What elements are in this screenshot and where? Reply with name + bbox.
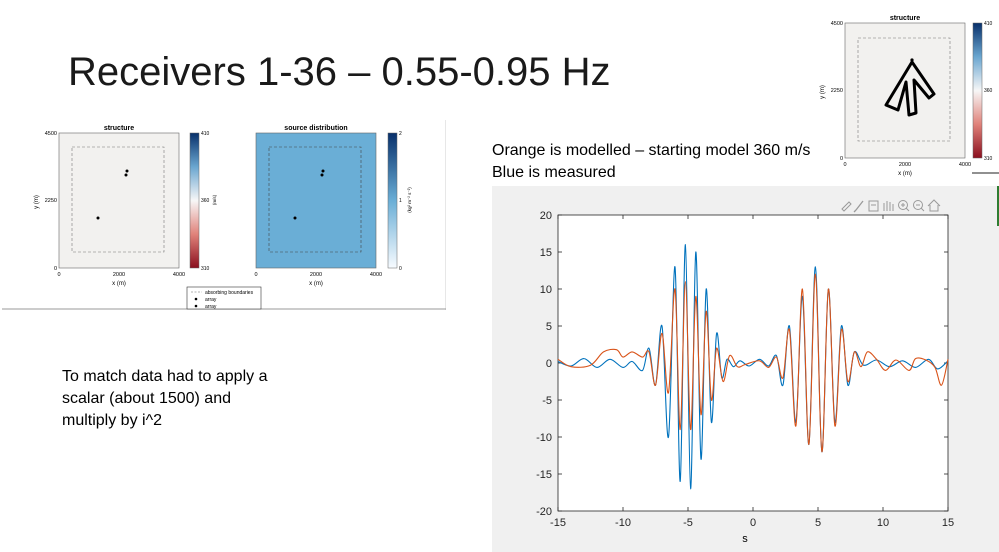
left-note-line: multiply by i^2 <box>62 412 162 429</box>
source-cbar-tick: 2 <box>399 131 402 137</box>
x-tick-label: 10 <box>877 517 889 529</box>
y-ticks: 20 15 10 5 0 -5 -10 -15 -20 <box>536 210 948 518</box>
structure-xlabel: x (m) <box>112 281 126 287</box>
legend-item: array <box>205 297 217 303</box>
x-axis-label: s <box>742 533 748 545</box>
x-tick-label: -15 <box>550 517 566 529</box>
pan-icon[interactable] <box>883 201 894 211</box>
legend-box <box>186 286 262 310</box>
source-colorbar <box>387 132 398 269</box>
structure-cbar-tick: 310 <box>201 266 210 272</box>
right-ytick: 0 <box>840 156 843 162</box>
zoom-out-icon[interactable] <box>913 200 925 212</box>
y-tick-label: 15 <box>540 247 552 259</box>
left-figure: structure 4500 2250 0 0 2000 4000 x (m) … <box>2 120 446 310</box>
structure-title: structure <box>104 125 134 132</box>
y-tick-label: -20 <box>536 506 552 518</box>
source-array-marker <box>293 216 297 220</box>
x-tick-label: 0 <box>750 517 756 529</box>
export-icon[interactable] <box>868 200 879 212</box>
right-xtick: 2000 <box>899 162 911 168</box>
source-cbar-tick: 0 <box>399 266 402 272</box>
y-tick-label: -15 <box>536 469 552 481</box>
right-ytick: 2250 <box>831 88 843 94</box>
brush-icon[interactable] <box>853 200 864 213</box>
structure-cbar-tick: 410 <box>201 131 210 137</box>
window-edge-accent <box>997 186 999 226</box>
source-axes <box>255 132 377 269</box>
source-cbar-tick: 1 <box>399 198 402 204</box>
structure-xtick: 4000 <box>173 272 185 278</box>
left-note-line: scalar (about 1500) and <box>62 390 231 407</box>
structure-ylabel: y (m) <box>34 195 40 209</box>
series-layer <box>557 244 949 490</box>
source-cbar-label: (kg² m⁻² s⁻²) <box>407 187 412 213</box>
source-xtick: 0 <box>254 272 257 278</box>
array-geometry <box>884 60 936 117</box>
absorbing-boundary <box>71 146 165 253</box>
source-xlabel: x (m) <box>309 281 323 287</box>
structure-ytick: 0 <box>54 266 57 272</box>
right-absorbing-boundary <box>857 37 951 142</box>
right-cbar-tick: 310 <box>984 156 993 162</box>
legend-marker <box>194 304 198 308</box>
array-marker <box>96 216 100 220</box>
x-tick-label: -10 <box>615 517 631 529</box>
y-tick-label: 0 <box>546 358 552 370</box>
right-structure-figure: structure 4500 2250 0 y (m) 0 2000 4000 … <box>820 15 999 177</box>
structure-xtick: 2000 <box>113 272 125 278</box>
source-title: source distribution <box>284 125 347 132</box>
y-tick-label: 20 <box>540 210 552 222</box>
y-tick-label: 10 <box>540 284 552 296</box>
structure-colorbar <box>189 132 200 269</box>
structure-cbar-label: (m/s) <box>212 194 217 205</box>
legend-note-orange: Orange is modelled – starting model 360 … <box>492 142 811 159</box>
y-tick-label: -10 <box>536 432 552 444</box>
series-line-1 <box>557 273 949 453</box>
structure-xtick: 0 <box>57 272 60 278</box>
right-cbar-tick: 410 <box>984 21 993 27</box>
right-ylabel: y (m) <box>820 85 826 99</box>
source-xtick: 4000 <box>370 272 382 278</box>
y-tick-label: -5 <box>542 395 552 407</box>
source-absorbing-boundary <box>268 146 362 253</box>
array-marker <box>124 173 128 177</box>
left-note: To match data had to apply a scalar (abo… <box>62 366 302 432</box>
right-colorbar <box>972 22 983 159</box>
source-array-marker <box>320 173 324 177</box>
right-cbar-tick: 360 <box>984 88 993 94</box>
x-tick-label: -5 <box>683 517 693 529</box>
slide-title: Receivers 1-36 – 0.55-0.95 Hz <box>68 50 611 94</box>
x-tick-label: 5 <box>815 517 821 529</box>
x-ticks: -15 -10 -5 0 5 10 15 <box>550 215 954 529</box>
right-xlabel: x (m) <box>898 171 912 177</box>
legend-marker <box>194 297 198 301</box>
source-xtick: 2000 <box>310 272 322 278</box>
pencil-icon[interactable] <box>841 201 852 212</box>
left-note-line: To match data had to apply a <box>62 368 268 385</box>
structure-axes <box>58 132 180 269</box>
legend-item: absorbing boundaries <box>205 290 254 296</box>
structure-ytick: 4500 <box>45 131 57 137</box>
source-array-marker <box>321 169 325 173</box>
array-marker <box>910 58 914 62</box>
right-xtick: 4000 <box>959 162 971 168</box>
x-tick-label: 15 <box>942 517 954 529</box>
array-marker <box>125 169 129 173</box>
right-xtick: 0 <box>843 162 846 168</box>
structure-ytick: 2250 <box>45 198 57 204</box>
structure-cbar-tick: 360 <box>201 198 210 204</box>
right-structure-title: structure <box>890 15 920 22</box>
right-ytick: 4500 <box>831 21 843 27</box>
y-tick-label: 5 <box>546 321 552 333</box>
figure-toolbar <box>841 199 941 213</box>
home-icon[interactable] <box>927 199 941 212</box>
legend-item: array <box>205 304 217 310</box>
zoom-in-icon[interactable] <box>898 200 910 212</box>
legend-note-blue: Blue is measured <box>492 164 616 181</box>
